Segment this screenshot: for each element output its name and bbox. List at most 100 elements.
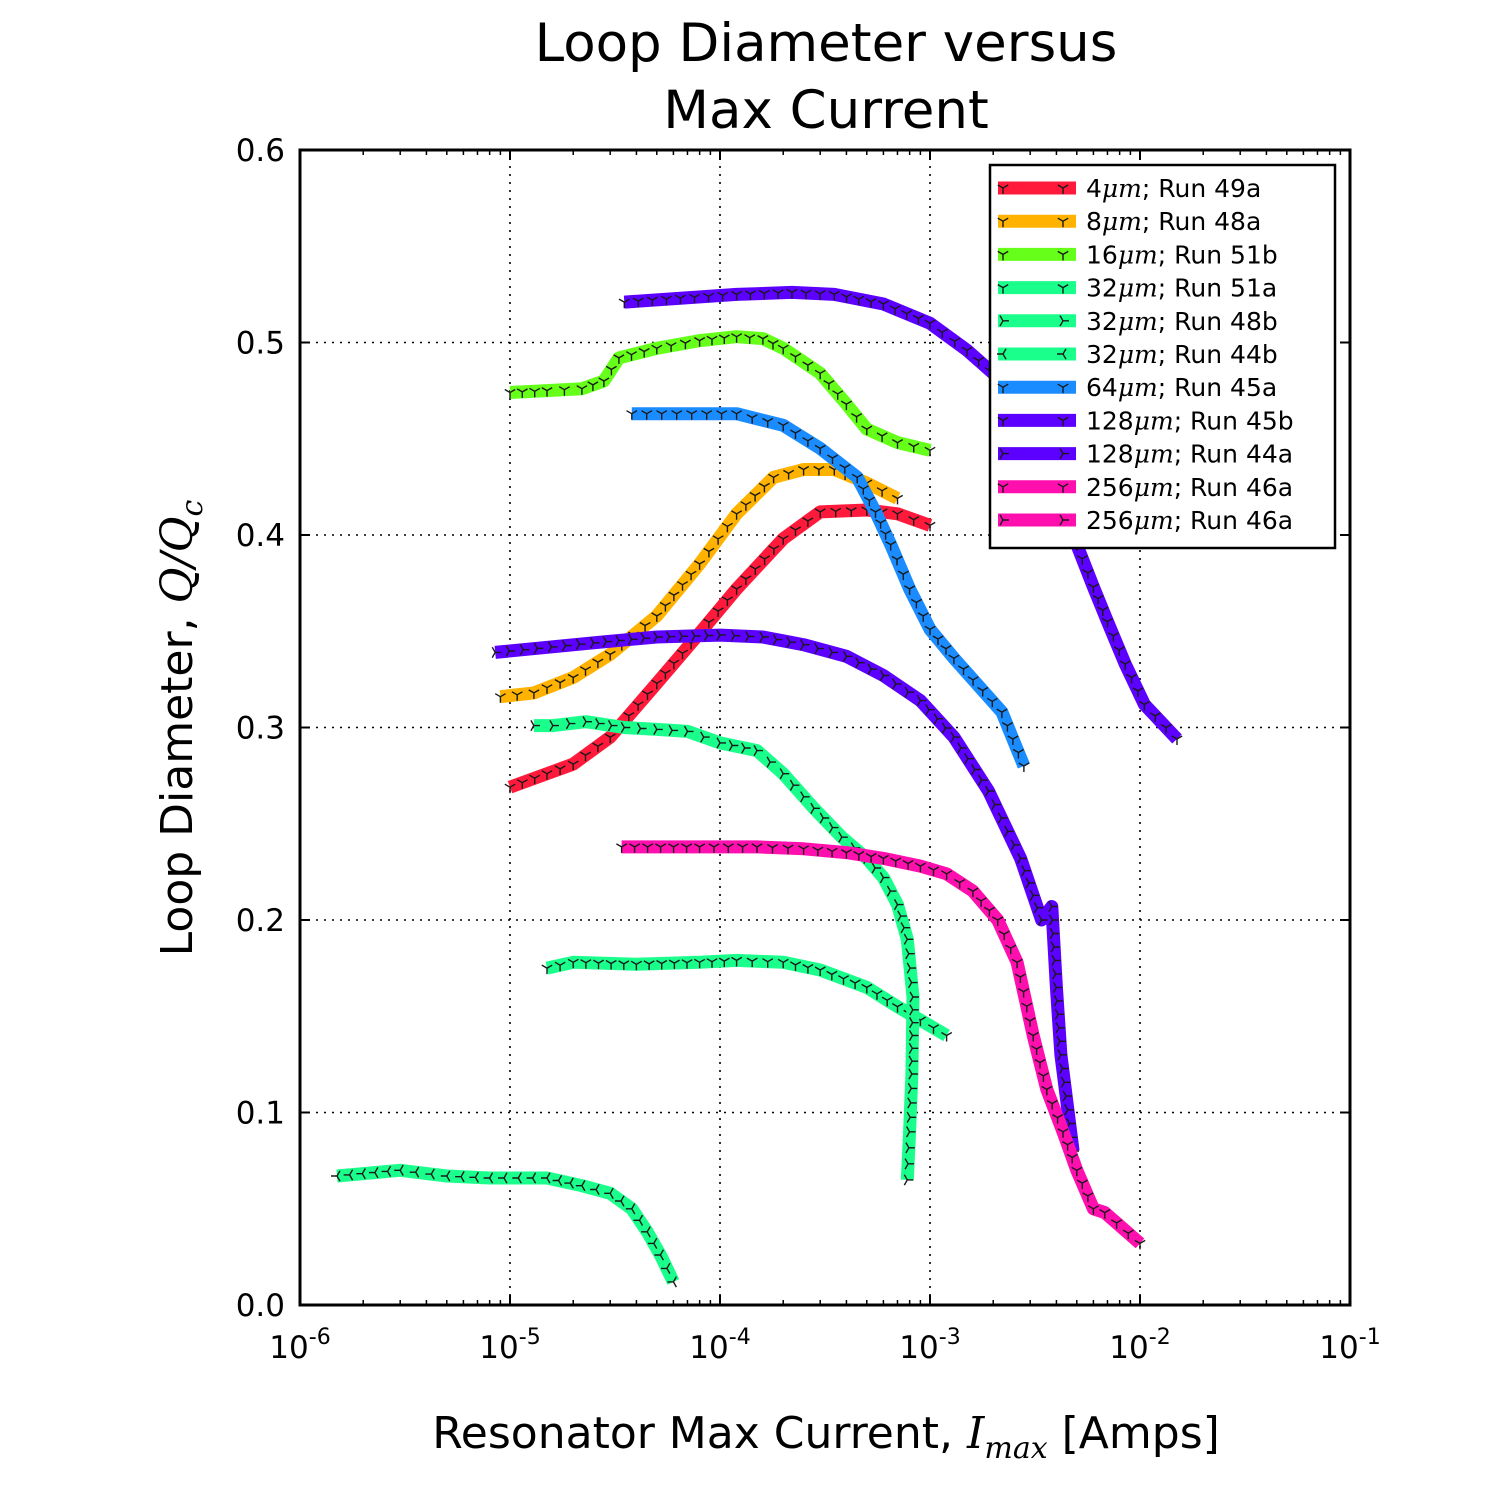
data-point-marker: [674, 294, 687, 305]
data-point-marker: [845, 506, 857, 517]
data-point-marker: [1033, 902, 1044, 914]
data-point-marker: [618, 298, 630, 309]
data-point-marker: [529, 774, 541, 785]
data-point-marker: [789, 526, 802, 536]
data-point-marker: [905, 1142, 915, 1154]
x-tick-labels: 10-6 10-5 10-4 10-3 10-2 10-1: [269, 1325, 1380, 1366]
data-point-marker: [394, 1164, 404, 1176]
data-point-marker: [782, 844, 794, 855]
data-point-marker: [667, 1276, 678, 1288]
data-point-marker: [643, 960, 655, 970]
legend-marker: [997, 184, 1009, 194]
data-point-marker: [1052, 981, 1063, 993]
data-point-marker: [694, 336, 706, 347]
data-point-marker: [758, 482, 770, 493]
data-point-marker: [519, 644, 530, 656]
data-point-marker: [998, 930, 1010, 941]
data-point-marker: [1037, 914, 1048, 926]
legend-entry: 32μm; Run 51a: [997, 274, 1277, 303]
data-point-marker: [700, 731, 710, 743]
series-line: [621, 840, 1145, 1249]
x-tick-exponent: -6: [309, 1325, 331, 1350]
data-point-marker: [907, 976, 918, 989]
data-point-marker: [886, 885, 897, 897]
data-point-marker: [904, 1158, 915, 1170]
legend-label-unit: μm: [1102, 207, 1142, 236]
legend-label-unit: μm: [1118, 373, 1158, 402]
data-point-marker: [639, 621, 651, 632]
legend-entry: 128μm; Run 44a: [998, 440, 1293, 469]
y-tick-label: 0.6: [236, 133, 285, 169]
data-point-marker: [703, 618, 715, 629]
data-point-marker: [1138, 700, 1151, 711]
legend-label-unit: μm: [1134, 406, 1174, 435]
data-point-marker: [1055, 1022, 1066, 1034]
data-point-marker: [642, 843, 654, 853]
data-point-marker: [1001, 721, 1013, 732]
data-point-marker: [598, 377, 610, 387]
legend-label-run: ; Run 45b: [1174, 406, 1294, 435]
data-point-marker: [620, 721, 631, 734]
data-point-marker: [871, 990, 883, 1000]
data-point-marker: [1005, 944, 1017, 955]
data-point-marker: [1048, 914, 1059, 926]
legend-label: 16μm; Run 51b: [1086, 240, 1278, 269]
data-point-marker: [916, 694, 927, 707]
data-point-marker: [910, 598, 923, 609]
legend-label-size: 256: [1086, 473, 1134, 502]
data-point-marker: [1014, 973, 1026, 983]
data-point-marker: [908, 1068, 918, 1080]
data-point-marker: [1060, 1076, 1071, 1088]
data-point-marker: [744, 290, 757, 300]
data-point-marker: [1064, 1104, 1074, 1116]
data-point-marker: [554, 961, 566, 972]
data-point-marker: [842, 650, 853, 662]
data-point-marker: [1011, 958, 1023, 969]
data-point-marker: [851, 473, 863, 484]
data-point-marker: [907, 1082, 918, 1095]
legend-label-run: ; Run 44b: [1158, 340, 1278, 369]
data-point-marker: [814, 966, 826, 976]
data-point-marker: [651, 679, 663, 690]
series-line: [533, 715, 920, 1181]
x-tick-label: 10-2: [1109, 1325, 1170, 1366]
data-point-marker: [814, 643, 824, 655]
data-point-marker: [789, 429, 802, 439]
legend-label-run: ; Run 46a: [1174, 506, 1293, 535]
data-point-marker: [786, 288, 798, 299]
data-point-marker: [629, 843, 641, 853]
series-line: [336, 1163, 680, 1285]
data-point-marker: [984, 785, 995, 797]
data-point-marker: [708, 843, 720, 853]
data-point-marker: [1057, 1049, 1067, 1061]
data-point-marker: [694, 958, 706, 969]
data-point-marker: [897, 910, 907, 922]
data-point-marker: [772, 289, 784, 299]
data-point-marker: [904, 686, 915, 698]
data-point-marker: [800, 289, 812, 300]
data-point-marker: [759, 631, 769, 643]
series-7: [626, 407, 1030, 772]
data-point-marker: [906, 1111, 917, 1123]
data-point-marker: [941, 722, 952, 734]
legend-label: 128μm; Run 45b: [1086, 406, 1294, 435]
data-point-marker: [865, 852, 877, 863]
data-point-marker: [819, 812, 830, 824]
data-point-marker: [797, 465, 810, 476]
data-point-marker: [936, 328, 948, 339]
data-point-marker: [686, 410, 698, 420]
legend-marker: [1057, 348, 1067, 360]
data-point-marker: [992, 916, 1004, 926]
chart-title-line-2: Max Current: [663, 80, 988, 141]
legend-label-size: 64: [1086, 373, 1118, 402]
data-point-marker: [1025, 877, 1035, 889]
data-point-marker: [731, 290, 743, 301]
data-point-marker: [1087, 583, 1099, 593]
data-point-marker: [1076, 555, 1088, 565]
data-point-marker: [891, 1002, 904, 1013]
data-point-marker: [957, 742, 967, 754]
x-tick-exponent: -3: [939, 1325, 961, 1350]
data-point-marker: [1099, 1208, 1111, 1219]
data-point-marker: [1034, 1058, 1046, 1069]
data-point-marker: [712, 535, 724, 545]
